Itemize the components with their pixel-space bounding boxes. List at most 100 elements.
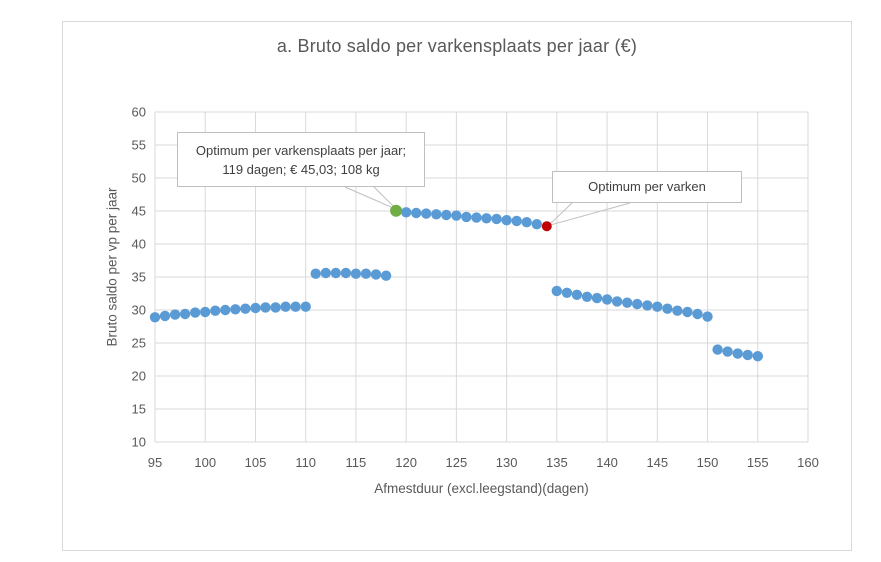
bruto-saldo-point[interactable] [190, 307, 201, 318]
bruto-saldo-point[interactable] [401, 207, 412, 218]
callout-leader-line [344, 186, 396, 210]
bruto-saldo-point[interactable] [461, 211, 472, 223]
x-tick-label: 135 [546, 455, 568, 470]
bruto-saldo-point[interactable] [421, 208, 432, 219]
bruto-saldo-point[interactable] [591, 292, 603, 304]
bruto-saldo-point[interactable] [742, 349, 753, 361]
bruto-saldo-point[interactable] [652, 301, 663, 312]
bruto-saldo-point[interactable] [300, 301, 311, 312]
bruto-saldo-point[interactable] [250, 302, 261, 314]
bruto-saldo-point[interactable] [340, 267, 352, 279]
x-tick-label: 120 [395, 455, 417, 470]
annotation-optimum-varkensplaats[interactable]: Optimum per varkensplaats per jaar; 119 … [177, 132, 425, 187]
annotation-optimum-varken[interactable]: Optimum per varken [552, 171, 742, 203]
bruto-saldo-point[interactable] [210, 305, 221, 316]
bruto-saldo-point[interactable] [752, 351, 763, 362]
x-tick-label: 140 [596, 455, 618, 470]
bruto-saldo-point[interactable] [702, 311, 713, 322]
bruto-saldo-point[interactable] [350, 268, 362, 279]
bruto-saldo-point[interactable] [220, 304, 231, 316]
bruto-saldo-point[interactable] [169, 309, 181, 320]
bruto-saldo-point[interactable] [481, 213, 492, 224]
bruto-saldo-point[interactable] [682, 306, 693, 318]
callout-leader-line [373, 186, 396, 209]
bruto-saldo-point[interactable] [561, 287, 573, 298]
x-tick-label: 105 [245, 455, 267, 470]
y-axis-title: Bruto saldo per vp per jaar [104, 187, 120, 347]
bruto-saldo-point[interactable] [662, 303, 673, 314]
bruto-saldo-point[interactable] [551, 285, 562, 297]
bruto-saldo-point[interactable] [159, 310, 171, 322]
bruto-saldo-point[interactable] [611, 296, 623, 307]
x-tick-label: 130 [496, 455, 518, 470]
bruto-saldo-point[interactable] [732, 348, 743, 359]
bruto-saldo-point[interactable] [310, 268, 321, 279]
bruto-saldo-point[interactable] [622, 297, 633, 308]
bruto-saldo-point[interactable] [672, 305, 683, 316]
bruto-saldo-point[interactable] [571, 289, 583, 300]
bruto-saldo-point[interactable] [581, 291, 593, 302]
bruto-saldo-point[interactable] [471, 212, 482, 223]
annotation-optimum-varken-text: Optimum per varken [588, 179, 706, 194]
bruto-saldo-point[interactable] [230, 304, 241, 315]
chart-title: a. Bruto saldo per varkensplaats per jaa… [276, 36, 638, 56]
y-tick-label: 25 [132, 336, 146, 351]
callout-leader-line [548, 202, 573, 226]
annotation-optimum-varkensplaats-text: Optimum per varkensplaats per jaar; 119 … [195, 143, 407, 177]
y-tick-label: 60 [132, 105, 146, 120]
bruto-saldo-point[interactable] [320, 267, 331, 279]
y-tick-label: 35 [132, 270, 146, 285]
optimum-per-varken-point[interactable] [541, 221, 552, 232]
x-tick-label: 150 [697, 455, 719, 470]
x-tick-label: 95 [148, 455, 162, 470]
bruto-saldo-point[interactable] [451, 210, 462, 221]
x-tick-label: 155 [747, 455, 769, 470]
bruto-saldo-point[interactable] [149, 312, 161, 323]
bruto-saldo-point[interactable] [632, 298, 643, 310]
bruto-saldo-point[interactable] [441, 209, 452, 221]
bruto-saldo-point[interactable] [280, 301, 291, 312]
callout-leader-line [549, 202, 631, 226]
bruto-saldo-point[interactable] [692, 308, 703, 320]
bruto-saldo-point[interactable] [360, 268, 372, 279]
y-tick-label: 15 [132, 402, 146, 417]
bruto-saldo-point[interactable] [642, 300, 653, 311]
bruto-saldo-point[interactable] [601, 294, 613, 305]
bruto-saldo-point[interactable] [411, 207, 422, 219]
x-tick-label: 110 [295, 455, 316, 470]
bruto-saldo-point[interactable] [521, 217, 532, 228]
y-tick-label: 55 [132, 138, 146, 153]
x-tick-label: 145 [646, 455, 668, 470]
y-tick-label: 40 [132, 237, 146, 252]
bruto-saldo-point[interactable] [511, 215, 522, 227]
x-axis-title: Afmestduur (excl.leegstand)(dagen) [374, 481, 589, 496]
y-tick-label: 20 [132, 369, 146, 384]
y-tick-label: 50 [132, 171, 146, 186]
bruto-saldo-point[interactable] [370, 269, 382, 280]
bruto-saldo-point[interactable] [722, 346, 733, 357]
bruto-saldo-point[interactable] [330, 267, 341, 279]
bruto-saldo-point[interactable] [290, 301, 301, 312]
x-tick-label: 160 [797, 455, 819, 470]
bruto-saldo-point[interactable] [179, 308, 191, 320]
y-tick-label: 10 [132, 435, 146, 450]
bruto-saldo-point[interactable] [712, 344, 723, 355]
bruto-saldo-point[interactable] [380, 270, 392, 281]
chart-frame [62, 21, 852, 551]
bruto-saldo-point[interactable] [491, 213, 502, 225]
x-tick-label: 125 [446, 455, 468, 470]
bruto-saldo-point[interactable] [501, 215, 512, 226]
x-tick-label: 115 [346, 455, 367, 470]
bruto-saldo-point[interactable] [240, 303, 251, 314]
y-tick-label: 30 [132, 303, 146, 318]
bruto-saldo-point[interactable] [260, 302, 271, 313]
bruto-saldo-point[interactable] [431, 209, 442, 220]
bruto-saldo-point[interactable] [270, 302, 281, 313]
y-tick-label: 45 [132, 204, 146, 219]
bruto-saldo-point[interactable] [531, 219, 542, 230]
bruto-saldo-point[interactable] [200, 306, 211, 318]
optimum-per-varkensplaats-point[interactable] [390, 204, 403, 217]
x-tick-label: 100 [194, 455, 216, 470]
